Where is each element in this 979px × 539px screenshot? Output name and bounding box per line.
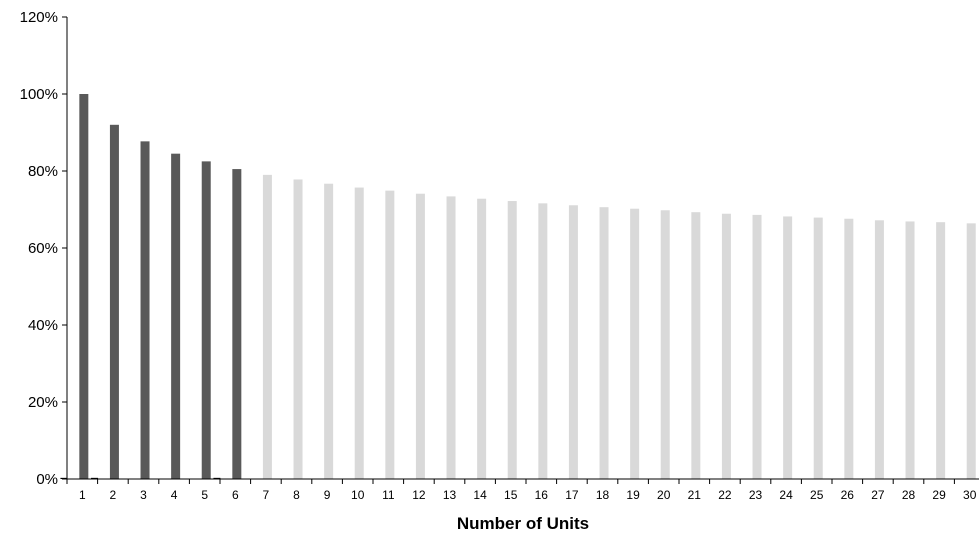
- bar: [813, 217, 823, 479]
- x-tick-label: 8: [293, 488, 300, 502]
- bar: [262, 174, 272, 479]
- bar: [966, 223, 976, 479]
- x-tick-label: 16: [535, 488, 549, 502]
- bar: [232, 169, 242, 479]
- x-tick-label: 14: [473, 488, 487, 502]
- bar: [660, 210, 670, 479]
- bar: [477, 198, 487, 479]
- x-tick-label: 6: [232, 488, 239, 502]
- bar: [446, 196, 456, 479]
- bar: [783, 216, 793, 479]
- bar: [538, 203, 548, 479]
- x-tick-label: 25: [810, 488, 824, 502]
- bar: [293, 179, 303, 479]
- x-tick-label: 13: [443, 488, 457, 502]
- bar: [507, 201, 517, 479]
- x-tick-label: 23: [749, 488, 763, 502]
- x-tick-label: 21: [688, 488, 702, 502]
- x-tick-label: 28: [902, 488, 916, 502]
- x-tick-label: 26: [841, 488, 855, 502]
- y-axis-ticks: 0% 20% 40% 60% 80% 100% 120%: [20, 9, 67, 488]
- y-tick-label: 20%: [28, 394, 58, 411]
- x-tick-label: 29: [932, 488, 946, 502]
- y-tick-label: 60%: [28, 240, 58, 257]
- bar: [568, 205, 578, 479]
- x-tick-label: 10: [351, 488, 365, 502]
- bar: [874, 220, 884, 479]
- x-tick-label: 12: [412, 488, 426, 502]
- bar: [140, 141, 150, 480]
- bar: [79, 94, 89, 479]
- x-tick-label: 4: [171, 488, 178, 502]
- y-tick-label: 100%: [20, 86, 58, 103]
- bar: [905, 221, 915, 479]
- x-tick-label: 9: [324, 488, 331, 502]
- x-axis-title: Number of Units: [457, 514, 589, 533]
- x-tick-label: 3: [140, 488, 147, 502]
- bar: [691, 212, 701, 479]
- x-tick-label: 18: [596, 488, 610, 502]
- bar: [385, 190, 395, 479]
- y-tick-label: 40%: [28, 317, 58, 334]
- x-tick-label: 17: [565, 488, 579, 502]
- x-tick-label: 30: [963, 488, 977, 502]
- bar: [109, 124, 119, 480]
- bar: [60, 477, 68, 479]
- bar: [599, 207, 609, 479]
- bar: [844, 218, 854, 480]
- bar: [721, 213, 731, 480]
- x-tick-label: 19: [626, 488, 640, 502]
- bar: [415, 193, 425, 479]
- bar: [324, 183, 334, 479]
- bar: [171, 153, 181, 480]
- bars: [60, 94, 976, 480]
- bar: [630, 208, 640, 480]
- y-tick-label: 0%: [36, 471, 58, 488]
- x-axis-ticks: 1 2 3 4 5 6 7 8 9 10 11 12 13 14 15 16 17 18 19 20 21 22 23 24 2…: [66, 479, 977, 502]
- x-tick-label: 15: [504, 488, 518, 502]
- bar: [936, 222, 946, 479]
- bar: [91, 477, 99, 479]
- x-tick-label: 2: [110, 488, 117, 502]
- bar: [201, 161, 211, 479]
- x-tick-label: 7: [263, 488, 270, 502]
- x-tick-label: 24: [779, 488, 793, 502]
- x-tick-label: 5: [201, 488, 208, 502]
- bar: [354, 187, 364, 479]
- y-tick-label: 120%: [20, 9, 58, 26]
- x-tick-label: 27: [871, 488, 885, 502]
- y-tick-label: 80%: [28, 163, 58, 180]
- x-tick-label: 20: [657, 488, 671, 502]
- x-tick-label: 11: [382, 488, 395, 502]
- x-tick-label: 1: [79, 488, 86, 502]
- x-tick-label: 22: [718, 488, 732, 502]
- bar: [752, 214, 762, 479]
- bar: [213, 477, 221, 479]
